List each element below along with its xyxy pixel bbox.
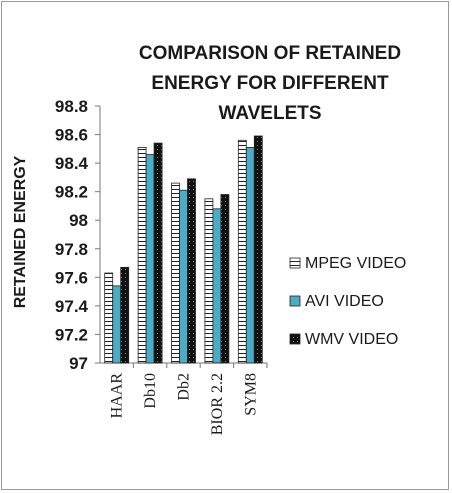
y-tick-label: 98.6 — [55, 126, 88, 145]
bars — [104, 135, 263, 364]
legend-label: AVI VIDEO — [305, 293, 384, 310]
legend-swatch — [289, 257, 301, 269]
y-tick-label: 97.6 — [55, 268, 88, 287]
legend-label: WMV VIDEO — [305, 331, 398, 348]
chart-title-line-2: ENERGY FOR DIFFERENT — [151, 73, 389, 94]
bar-wmv-video-haar — [120, 266, 130, 364]
bar-mpeg-video-haar — [104, 272, 114, 364]
y-tick-label: 97.4 — [55, 297, 89, 316]
x-tick-label: SYM8 — [242, 373, 259, 416]
bar-mpeg-video-db2 — [171, 182, 180, 364]
legend-swatch — [289, 333, 301, 345]
bar-wmv-video-db10 — [153, 142, 163, 364]
bar-avi-video-db10 — [145, 154, 155, 364]
bar-mpeg-video-bior-2-2 — [204, 198, 214, 364]
x-tick-label: Db2 — [176, 373, 193, 401]
bar-wmv-video-db2 — [187, 178, 196, 364]
y-tick-label: 97.8 — [55, 240, 88, 259]
bar-avi-video-bior-2-2 — [212, 208, 222, 364]
legend-swatch — [289, 295, 301, 307]
chart-title-line-1: COMPARISON OF RETAINED — [139, 43, 401, 64]
bar-wmv-video-sym8 — [253, 135, 263, 364]
bar-avi-video-db2 — [179, 189, 188, 364]
x-tick-label: Db10 — [142, 373, 159, 409]
legend: MPEG VIDEO AVI VIDEO WMV VIDEO — [289, 255, 406, 348]
chart-title-line-3: WAVELETS — [218, 103, 321, 124]
y-axis-label: RETAINED ENERGY — [12, 155, 29, 308]
y-tick-label: 98.8 — [55, 97, 88, 116]
x-axis-ticks: HAAR Db10 Db2 BIOR 2.2 SYM8 — [109, 363, 268, 435]
x-tick-label: HAAR — [109, 373, 126, 419]
y-tick-label: 98.2 — [55, 183, 88, 202]
bar-mpeg-video-sym8 — [237, 139, 247, 364]
bar-avi-video-sym8 — [245, 147, 255, 364]
y-tick-label: 98 — [69, 211, 88, 230]
bar-avi-video-haar — [112, 285, 122, 364]
y-axis-ticks: 97 97.2 97.4 97.6 97.8 98 98.2 98.4 98.6 98.8 — [55, 97, 100, 373]
bar-mpeg-video-db10 — [137, 147, 147, 364]
y-tick-label: 98.4 — [55, 154, 89, 173]
y-tick-label: 97.2 — [55, 325, 88, 344]
legend-label: MPEG VIDEO — [305, 255, 406, 272]
chart-title: COMPARISON OF RETAINED ENERGY FOR DIFFER… — [139, 43, 401, 124]
x-tick-label: BIOR 2.2 — [209, 373, 226, 435]
bar-wmv-video-bior-2-2 — [220, 194, 230, 364]
y-tick-label: 97 — [69, 354, 88, 373]
